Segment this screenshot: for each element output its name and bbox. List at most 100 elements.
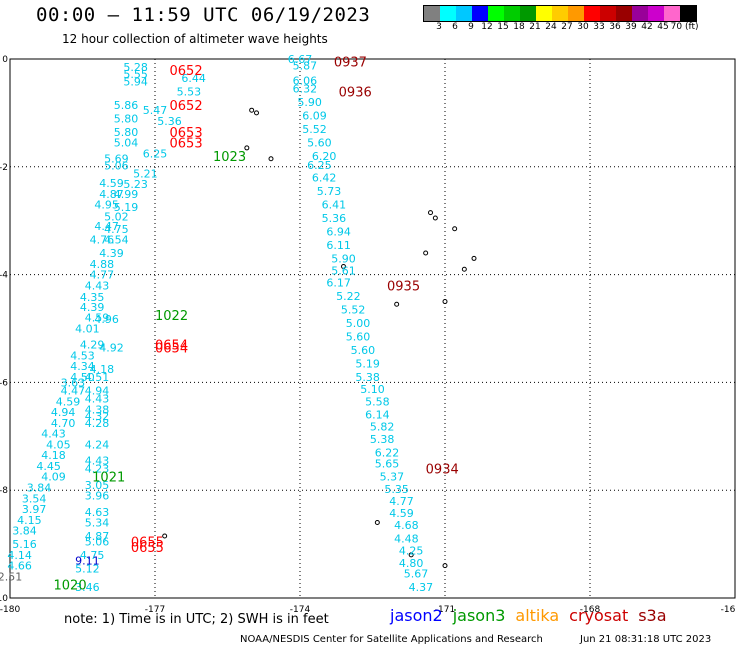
- swh-value: 5.58: [365, 395, 390, 408]
- island-outline: [268, 156, 274, 162]
- colorbar-label: 39: [625, 22, 637, 32]
- pass-time-label: 1022: [155, 309, 188, 324]
- swh-value: 3.05: [85, 479, 110, 492]
- swh-value: 5.82: [370, 421, 395, 434]
- island-outline: [254, 110, 259, 116]
- swh-value: 6.17: [326, 277, 351, 290]
- swh-value: 6.67: [288, 53, 313, 66]
- swh-value: 5.69: [104, 153, 129, 166]
- swh-value: 2.51: [0, 570, 22, 583]
- pass-time-label: 0655: [131, 541, 164, 556]
- swh-value: 5.80: [114, 112, 139, 125]
- swh-value: 5.47: [143, 104, 168, 117]
- legend-jason2: jason2: [390, 606, 443, 625]
- swh-value: 5.67: [404, 568, 429, 581]
- legend-altika: altika: [515, 606, 560, 625]
- map-subtitle: 12 hour collection of altimeter wave hei…: [62, 32, 328, 46]
- swh-value: 4.29: [80, 339, 105, 352]
- island-outline: [341, 264, 346, 270]
- x-tick-label: -174: [290, 605, 311, 615]
- swh-value: 3.96: [85, 490, 110, 503]
- footnote: note: 1) Time is in UTC; 2) SWH is in fe…: [64, 612, 329, 627]
- island-outline: [374, 520, 380, 526]
- island-outline: [244, 145, 250, 151]
- swh-value: 6.25: [143, 147, 168, 160]
- colorbar-swatch: [504, 6, 520, 21]
- swh-value: 4.43: [85, 279, 110, 292]
- colorbar-swatch: [552, 6, 568, 21]
- swh-value: 4.59: [85, 312, 110, 325]
- swh-value: 5.21: [133, 167, 158, 180]
- swh-value: 3.63: [61, 376, 86, 389]
- satellite-legend: jason2 jason3 altika cryosat s3a: [390, 606, 667, 625]
- swh-value: 4.77: [389, 495, 414, 508]
- swh-value: 4.35: [80, 291, 105, 304]
- swh-value: 4.87: [85, 530, 110, 543]
- pass-time-label: 0652: [170, 99, 203, 114]
- island-outline: [461, 266, 467, 272]
- swh-value: 5.60: [346, 331, 371, 344]
- swh-value: 4.95: [94, 199, 119, 212]
- swh-value: 5.19: [355, 358, 380, 371]
- swh-value: 5.34: [85, 517, 110, 530]
- pass-time-label: 0655: [131, 535, 164, 550]
- island-outline: [249, 107, 255, 113]
- swh-value: 5.61: [331, 264, 356, 277]
- colorbar-swatch: [648, 6, 664, 21]
- swh-value: 4.47: [61, 384, 86, 397]
- colorbar-swatch: [456, 6, 472, 21]
- colorbar-swatch: [440, 6, 456, 21]
- swh-value: 4.63: [85, 506, 110, 519]
- swh-value: 4.75: [104, 223, 129, 236]
- swh-value: 5.52: [302, 123, 327, 136]
- swh-value: 9.11: [75, 554, 100, 567]
- island-outline: [442, 299, 448, 305]
- swh-value: 4.34: [70, 360, 95, 373]
- island-outline: [428, 210, 433, 216]
- pass-time-label: 0653: [170, 137, 203, 152]
- swh-value: 4.68: [394, 519, 419, 532]
- colorbar-label: 6: [452, 22, 458, 32]
- colorbar-label: 9: [468, 22, 474, 32]
- colorbar-label: 12: [481, 22, 493, 32]
- wave-height-colorbar: [423, 5, 697, 22]
- swh-value: 5.36: [322, 212, 347, 225]
- colorbar-swatch: [520, 6, 536, 21]
- x-tick-label: -171: [435, 605, 455, 615]
- swh-value: 4.94: [51, 406, 76, 419]
- pass-time-label: 0653: [170, 126, 203, 141]
- swh-value: 4.75: [80, 549, 105, 562]
- pass-time-label: 1021: [92, 471, 125, 486]
- x-tick-label: -16: [721, 605, 736, 615]
- island-outline: [394, 301, 400, 307]
- swh-value: 6.14: [365, 409, 390, 422]
- swh-value: 4.80: [399, 557, 424, 570]
- swh-value: 5.35: [384, 483, 409, 496]
- swh-value: 4.59: [56, 395, 81, 408]
- island-outline: [452, 226, 458, 232]
- swh-value: 5.80: [114, 126, 139, 139]
- swh-value: 4.14: [7, 549, 32, 562]
- colorbar-label: 24: [545, 22, 557, 32]
- colorbar-swatch: [536, 6, 552, 21]
- swh-value: 4.94: [85, 384, 110, 397]
- pass-time-label: 0934: [426, 463, 459, 478]
- swh-value: 5.90: [297, 96, 322, 109]
- swh-value: 4.18: [41, 449, 66, 462]
- swh-value: 3.97: [22, 503, 47, 516]
- swh-value: 4.05: [46, 438, 71, 451]
- colorbar-label: 36: [609, 22, 621, 32]
- swh-value: 6.25: [307, 159, 332, 172]
- y-tick-label: -4: [0, 271, 8, 281]
- swh-value: 6.11: [326, 239, 351, 252]
- swh-value: 4.39: [80, 301, 105, 314]
- swh-value: 6.32: [293, 83, 318, 96]
- swh-value: 5.19: [114, 201, 139, 214]
- swh-value: 5.38: [370, 433, 395, 446]
- swh-value: 4.92: [99, 341, 124, 354]
- swh-value: 4.50: [70, 371, 95, 384]
- colorbar-swatch: [680, 6, 696, 21]
- legend-cryosat: cryosat: [569, 606, 629, 625]
- swh-value: 3.54: [22, 492, 47, 505]
- swh-value: 5.52: [341, 304, 366, 317]
